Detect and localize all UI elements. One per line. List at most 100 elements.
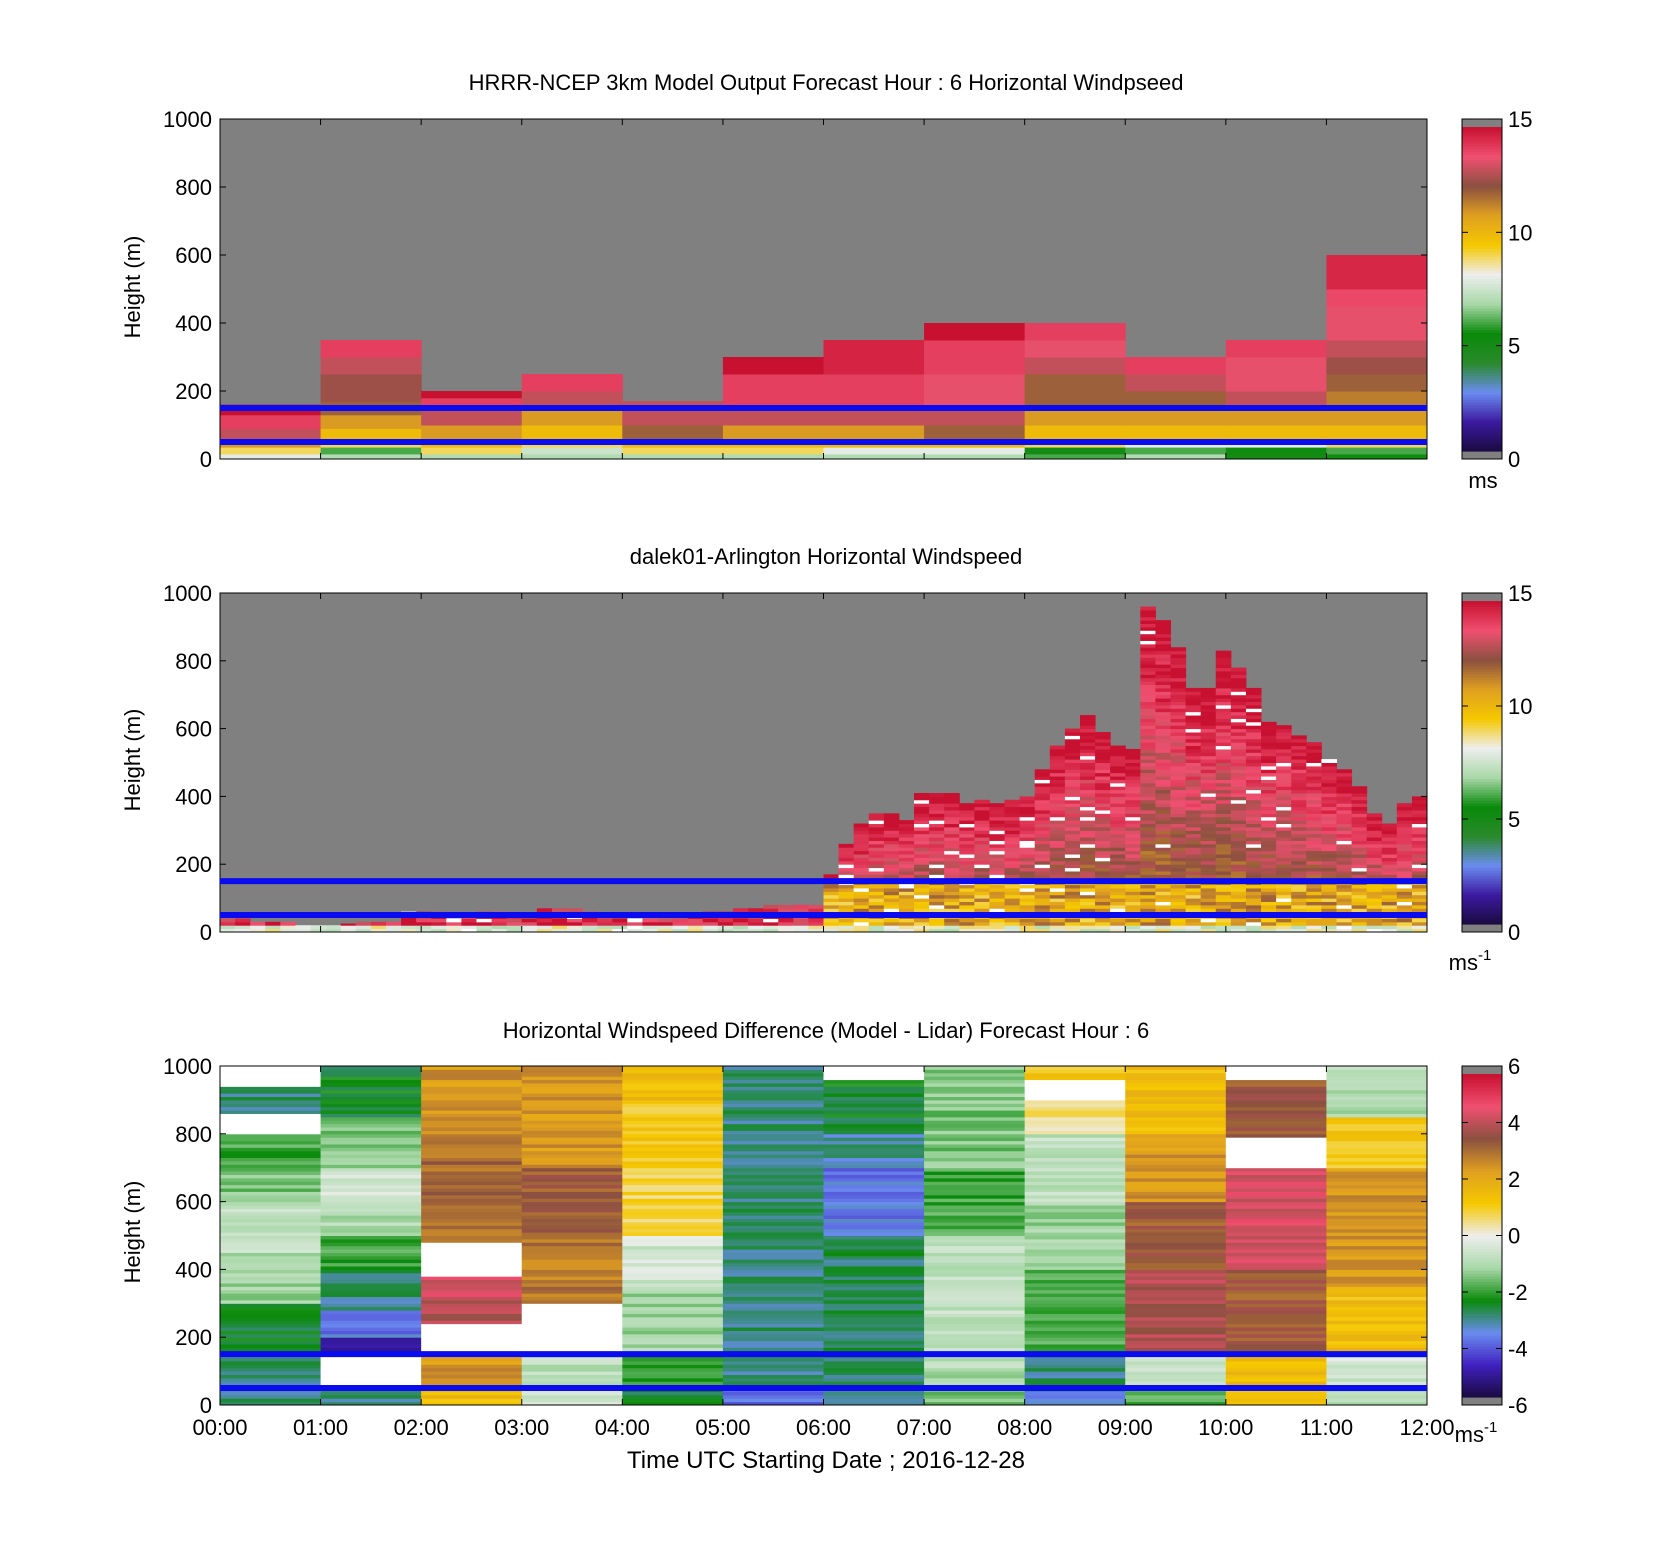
heatmap-cell [1140, 874, 1156, 879]
colorbar-swatch [1462, 1117, 1502, 1121]
heatmap-cell [823, 1188, 925, 1192]
heatmap-cell [385, 928, 402, 933]
heatmap-cell [944, 857, 960, 862]
heatmap-cell [1024, 1286, 1126, 1291]
heatmap-cell [1276, 850, 1292, 855]
colorbar-tick-label: 0 [1508, 447, 1520, 472]
heatmap-cell [1079, 891, 1096, 896]
colorbar-swatch [1462, 722, 1502, 726]
heatmap-cell [1079, 809, 1096, 814]
heatmap-cell [461, 918, 477, 923]
heatmap-cell [220, 1076, 322, 1081]
heatmap-cell [1034, 891, 1051, 896]
heatmap-cell [823, 1252, 925, 1257]
heatmap-cell [944, 850, 960, 855]
heatmap-cell [1230, 857, 1247, 862]
heatmap-cell [1125, 1330, 1227, 1335]
heatmap-cell [1034, 769, 1051, 774]
heatmap-cell [521, 1198, 623, 1203]
heatmap-cell [924, 1076, 1026, 1081]
heatmap-cell [1200, 925, 1217, 930]
heatmap-cell [1019, 823, 1036, 828]
heatmap-cell [1326, 1259, 1428, 1264]
heatmap-cell [1125, 1177, 1227, 1182]
heatmap-cell [914, 928, 930, 933]
heatmap-cell [1170, 820, 1187, 825]
heatmap-cell [1095, 826, 1111, 831]
heatmap-cell [1225, 340, 1327, 358]
heatmap-cell [220, 1367, 322, 1372]
heatmap-cell [1215, 884, 1232, 889]
heatmap-cell [220, 1188, 322, 1192]
colorbar-swatch [1462, 232, 1502, 236]
heatmap-cell [1019, 921, 1036, 926]
heatmap-cell [929, 864, 945, 869]
heatmap-cell [944, 864, 960, 869]
heatmap-cell [1064, 854, 1081, 858]
heatmap-cell [536, 921, 553, 926]
heatmap-cell [622, 1316, 724, 1321]
heatmap-cell [1095, 816, 1111, 821]
heatmap-cell [722, 1225, 824, 1230]
heatmap-cell [924, 1394, 1026, 1399]
heatmap-cell [1200, 857, 1217, 862]
heatmap-cell [1245, 854, 1262, 858]
heatmap-cell [622, 1252, 724, 1257]
heatmap-cell [823, 1340, 925, 1345]
heatmap-cell [974, 850, 990, 855]
heatmap-cell [722, 1343, 824, 1348]
colorbar-swatch [1462, 891, 1502, 895]
heatmap-cell [421, 1255, 523, 1260]
colorbar-swatch [1462, 343, 1502, 347]
heatmap-cell [1326, 1069, 1428, 1074]
heatmap-cell [1381, 908, 1398, 913]
heatmap-cell [1261, 735, 1277, 740]
heatmap-cell [1064, 748, 1081, 753]
heatmap-cell [722, 1266, 824, 1270]
colorbar-swatch [1462, 1141, 1502, 1145]
heatmap-cell [1155, 650, 1172, 655]
heatmap-cell [622, 1079, 724, 1084]
heatmap-cell [1024, 1110, 1126, 1114]
heatmap-cell [1064, 731, 1081, 736]
heatmap-cell [1024, 1343, 1126, 1348]
heatmap-cell [1019, 843, 1036, 848]
heatmap-cell [959, 816, 975, 821]
heatmap-cell [1396, 891, 1413, 896]
heatmap-cell [1185, 759, 1202, 763]
heatmap-cell [989, 809, 1006, 814]
heatmap-cell [1140, 755, 1156, 760]
heatmap-cell [1064, 728, 1081, 733]
heatmap-cell [220, 1374, 322, 1379]
colorbar-swatch [1462, 646, 1502, 651]
heatmap-cell [1230, 748, 1247, 753]
heatmap-cell [1200, 864, 1217, 869]
heatmap-cell [1140, 698, 1156, 702]
heatmap-cell [622, 1072, 724, 1077]
colorbar-swatch [1462, 410, 1502, 414]
heatmap-cell [1215, 854, 1232, 858]
heatmap-cell [823, 1096, 925, 1101]
heatmap-cell [622, 1120, 724, 1125]
heatmap-cell [883, 908, 900, 913]
heatmap-cell [1225, 1360, 1327, 1365]
heatmap-cell [1095, 769, 1111, 774]
heatmap-cell [320, 1137, 422, 1142]
heatmap-cell [748, 921, 764, 926]
heatmap-cell [320, 1313, 422, 1318]
heatmap-cell [1230, 850, 1247, 855]
heatmap-cell [924, 425, 1026, 440]
heatmap-cell [974, 918, 990, 923]
heatmap-cell [1245, 762, 1262, 767]
heatmap-cell [722, 1123, 824, 1128]
heatmap-cell [1079, 759, 1096, 763]
heatmap-cell [1024, 1069, 1126, 1074]
heatmap-cell [521, 1374, 623, 1379]
heatmap-cell [220, 1394, 322, 1399]
heatmap-cell [924, 1360, 1026, 1365]
heatmap-cell [1366, 823, 1383, 828]
heatmap-cell [1170, 738, 1187, 743]
heatmap-cell [929, 850, 945, 855]
heatmap-cell [1225, 1082, 1327, 1087]
heatmap-cell [421, 425, 523, 440]
